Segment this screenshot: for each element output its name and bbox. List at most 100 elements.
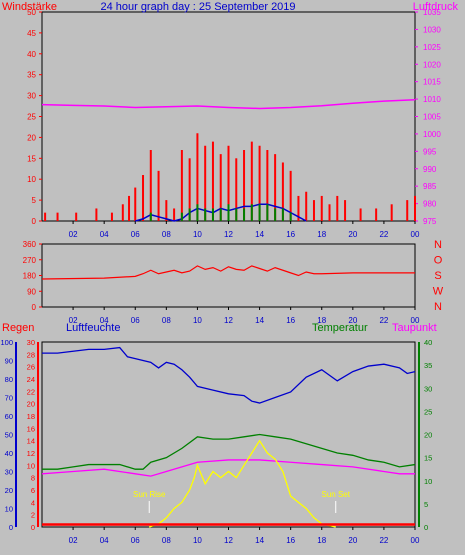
direction-tick-label: 270 (23, 256, 37, 265)
humidity-tick-label: 50 (5, 431, 13, 440)
rain-tick-label: 28 (27, 350, 35, 359)
y-right-tick-label: 995 (423, 147, 437, 156)
series-line-3 (41, 99, 416, 110)
rain-tick-label: 10 (27, 461, 35, 470)
x-tick-label: 00 (411, 316, 420, 325)
compass-label: S (434, 270, 441, 282)
direction-tick-label: 0 (32, 303, 37, 312)
y-right-tick-label: 1025 (423, 43, 441, 52)
x-tick-label: 18 (317, 316, 326, 325)
y-right-tick-label: 1010 (423, 95, 441, 104)
humidity-tick-label: 70 (5, 394, 13, 403)
x-tick-label: 20 (348, 230, 357, 239)
x-tick-label: 14 (255, 316, 264, 325)
y-left-tick-label: 25 (27, 113, 36, 122)
y-left-tick-label: 20 (27, 133, 36, 142)
direction-tick-label: 360 (23, 240, 37, 249)
temperature-tick-label: 25 (424, 407, 432, 416)
rain-tick-label: 2 (31, 511, 35, 520)
rain-tick-label: 20 (27, 400, 35, 409)
y-left-tick-label: 5 (32, 196, 37, 205)
y-left-tick-label: 10 (27, 175, 36, 184)
humidity-tick-label: 100 (0, 338, 13, 347)
x-tick-label: 12 (224, 536, 233, 545)
x-tick-label: 02 (69, 230, 78, 239)
wind-direction-line-0 (41, 265, 415, 280)
humidity-tick-label: 0 (9, 523, 13, 532)
panel3-frame (41, 341, 416, 528)
y-left-tick-label: 0 (32, 217, 37, 226)
x-tick-label: 14 (255, 230, 264, 239)
compass-label: N (434, 301, 442, 313)
x-tick-label: 10 (193, 230, 202, 239)
x-tick-label: 06 (131, 316, 140, 325)
y-right-tick-label: 1030 (423, 25, 441, 34)
series-line-taupunkt (41, 459, 415, 477)
x-tick-label: 22 (379, 316, 388, 325)
temperature-tick-label: 15 (424, 454, 432, 463)
rain-tick-label: 24 (27, 375, 35, 384)
chart-title: 24 hour graph day : 25 September 2019 (100, 1, 295, 13)
rain-tick-label: 8 (31, 474, 35, 483)
rain-tick-label: 30 (27, 338, 35, 347)
x-tick-label: 02 (69, 536, 78, 545)
x-tick-label: 10 (193, 316, 202, 325)
x-tick-label: 04 (100, 230, 109, 239)
x-tick-label: 08 (162, 316, 171, 325)
y-right-tick-label: 1035 (423, 8, 441, 17)
compass-label: W (433, 286, 444, 298)
x-tick-label: 00 (411, 536, 420, 545)
x-tick-label: 04 (100, 536, 109, 545)
y-left-tick-label: 45 (27, 29, 36, 38)
temperature-tick-label: 35 (424, 361, 432, 370)
humidity-label: Luftfeuchte (66, 322, 120, 334)
y-right-tick-label: 1020 (423, 60, 441, 69)
rain-tick-label: 4 (31, 498, 35, 507)
temperature-tick-label: 0 (424, 523, 428, 532)
right-axis-title: Luftdruck (413, 1, 459, 13)
humidity-tick-label: 90 (5, 357, 13, 366)
x-tick-label: 18 (317, 536, 326, 545)
x-tick-label: 10 (193, 536, 202, 545)
y-right-tick-label: 990 (423, 165, 437, 174)
x-tick-label: 16 (286, 536, 295, 545)
rain-tick-label: 12 (27, 449, 35, 458)
y-left-tick-label: 30 (27, 92, 36, 101)
y-left-tick-label: 35 (27, 71, 36, 80)
x-tick-label: 06 (131, 536, 140, 545)
humidity-tick-label: 20 (5, 486, 13, 495)
x-tick-label: 12 (224, 230, 233, 239)
humidity-tick-label: 80 (5, 375, 13, 384)
left-axis-title: Windstärke (2, 1, 57, 13)
x-tick-label: 00 (411, 230, 420, 239)
rain-tick-label: 22 (27, 387, 35, 396)
x-tick-label: 02 (69, 316, 78, 325)
x-tick-label: 06 (131, 230, 140, 239)
compass-label: O (434, 255, 443, 267)
x-tick-label: 04 (100, 316, 109, 325)
temperature-tick-label: 40 (424, 338, 432, 347)
sun-rise-label: Sun Rise (133, 490, 166, 499)
y-right-tick-label: 985 (423, 182, 437, 191)
x-tick-label: 22 (379, 230, 388, 239)
panel2-frame (41, 243, 416, 308)
series-line-luftfeuchte (42, 346, 416, 404)
direction-tick-label: 180 (23, 272, 37, 281)
rain-tick-label: 0 (31, 523, 35, 532)
humidity-tick-label: 30 (5, 468, 13, 477)
temperature-tick-label: 10 (424, 477, 432, 486)
x-tick-label: 22 (379, 536, 388, 545)
rain-tick-label: 26 (27, 363, 35, 372)
y-left-tick-label: 15 (27, 154, 36, 163)
y-right-tick-label: 980 (423, 200, 437, 209)
y-right-tick-label: 975 (423, 217, 437, 226)
temperature-tick-label: 30 (424, 384, 432, 393)
y-left-tick-label: 50 (27, 8, 36, 17)
x-tick-label: 16 (286, 230, 295, 239)
y-right-tick-label: 1005 (423, 113, 441, 122)
temperature-label: Temperatur (312, 322, 368, 334)
sun-set-label: Sun Set (322, 490, 351, 499)
temperature-tick-label: 5 (424, 500, 428, 509)
series-line-sonne (149, 439, 336, 528)
